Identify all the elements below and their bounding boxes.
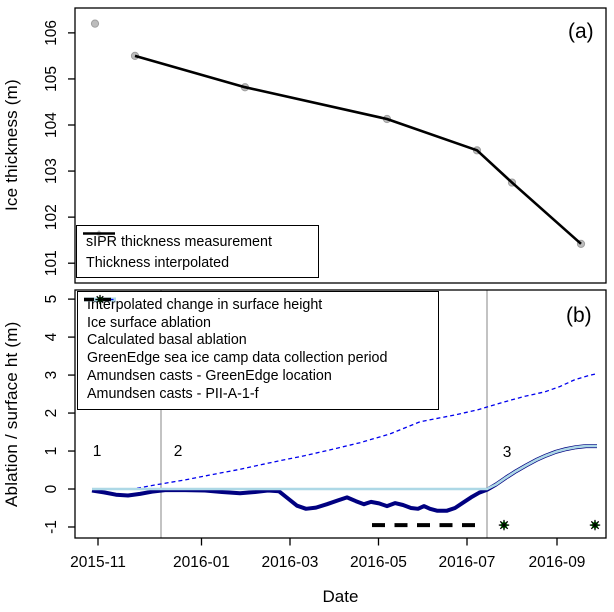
panel-a-legend: sIPR thickness measurement Thickness inte… <box>76 225 319 278</box>
panel-a: 101 102 103 104 105 106 <box>43 7 607 284</box>
series-line <box>136 372 598 489</box>
panel-b-legend: Interpolated change in surface height Ice… <box>77 291 439 410</box>
panel-b-tag: (b) <box>566 304 592 327</box>
legend-label: GreenEdge sea ice camp data collection p… <box>87 350 388 367</box>
y-tick-label: 104 <box>43 112 60 138</box>
x-tick-label: 2016-03 <box>262 554 319 571</box>
panel-a-tag: (a) <box>568 20 594 43</box>
x-tick-label: 2016-05 <box>350 554 407 571</box>
legend-line-swatch <box>84 297 116 302</box>
legend-label: Amundsen casts - GreenEdge location <box>87 368 332 385</box>
asterisk-marker <box>95 294 105 305</box>
legend-row: Thickness interpolated <box>77 232 318 273</box>
legend-label: Thickness interpolated <box>86 254 230 271</box>
y-tick-label: 3 <box>43 371 60 380</box>
x-tick-label: 2016-07 <box>439 554 496 571</box>
circle-marker <box>90 19 100 28</box>
legend-line-swatch <box>83 232 115 235</box>
legend-label: sIPR thickness measurement <box>86 233 272 250</box>
x-axis-title: Date <box>322 587 359 606</box>
series-line <box>91 444 597 513</box>
legend-row: Calculated basal ablation <box>78 298 438 350</box>
y-tick-label: 101 <box>43 250 60 276</box>
y-tick-label: 0 <box>43 484 60 493</box>
panel-b-y-axis-title: Ablation / surface ht (m) <box>2 321 21 507</box>
region-label-3: 3 <box>502 444 512 461</box>
series-line <box>134 54 582 245</box>
legend-row: Amundsen casts - PII-A-1-f <box>78 294 438 403</box>
y-tick-label: 1 <box>43 447 60 456</box>
legend-row: Amundsen casts - GreenEdge location <box>78 296 438 385</box>
asterisk-marker <box>498 519 510 531</box>
legend-label: Amundsen casts - PII-A-1-f <box>87 385 259 402</box>
plot-border <box>74 7 607 284</box>
y-tick-label: -1 <box>43 520 60 534</box>
x-tick-label: 2016-09 <box>529 554 586 571</box>
legend-row: GreenEdge sea ice camp data collection p… <box>78 297 438 367</box>
y-tick-label: 2 <box>43 409 60 418</box>
legend-label: Calculated basal ablation <box>87 332 247 349</box>
region-label-1: 1 <box>92 443 102 460</box>
series-line <box>92 444 597 491</box>
legend-row: Ice surface ablation <box>78 297 438 332</box>
y-tick-label: 4 <box>43 332 60 341</box>
panel-a-y-axis-title: Ice thickness (m) <box>2 79 21 212</box>
y-tick-label: 5 <box>43 295 60 304</box>
asterisk-marker <box>589 519 601 531</box>
legend-row: Interpolated change in surface height <box>78 296 438 314</box>
legend-asterisk-swatch <box>95 294 105 305</box>
legend-label: Ice surface ablation <box>87 314 211 331</box>
y-tick-label: 102 <box>43 204 60 230</box>
region-label-2: 2 <box>173 443 183 460</box>
legend-label: Interpolated change in surface height <box>87 296 323 313</box>
plot-border <box>74 289 607 539</box>
x-tick-label: 2015-11 <box>70 554 126 571</box>
y-tick-label: 106 <box>43 20 60 46</box>
x-tick-label: 2016-01 <box>173 554 230 571</box>
y-tick-label: 103 <box>43 158 60 184</box>
panel-b: -1 0 1 2 3 4 5 <box>43 289 607 539</box>
y-tick-label: 105 <box>43 66 60 92</box>
